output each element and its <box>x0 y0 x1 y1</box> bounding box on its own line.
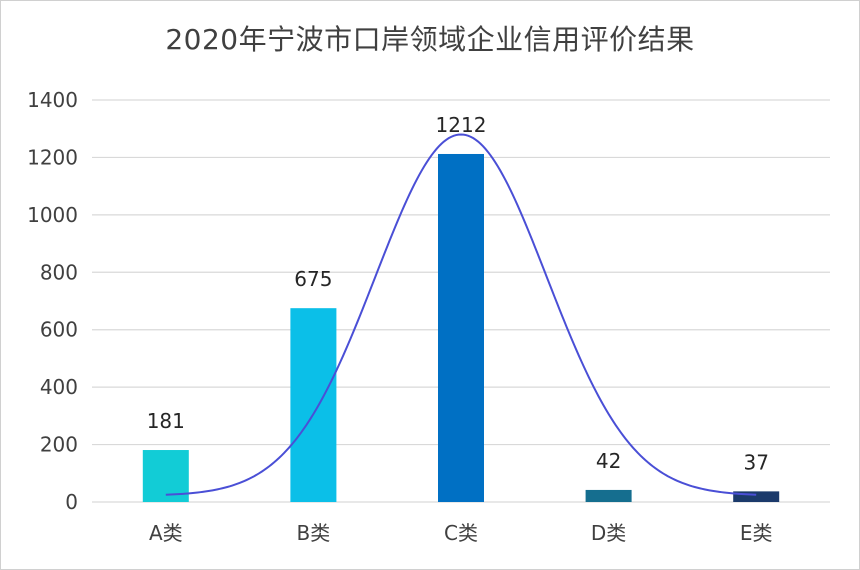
bar-2 <box>290 308 337 502</box>
y-tick-label: 0 <box>65 490 78 514</box>
y-tick-label: 800 <box>40 260 78 284</box>
chart-title: 2020年宁波市口岸领域企业信用评价结果 <box>165 23 695 56</box>
overlay-curve <box>165 133 757 496</box>
x-category-label: D类 <box>591 521 626 545</box>
y-tick-label: 1000 <box>27 203 78 227</box>
data-label-2: 675 <box>294 267 332 291</box>
data-label-5: 37 <box>743 450 768 474</box>
data-label-1: 181 <box>147 409 185 433</box>
bar-5 <box>733 491 780 502</box>
y-tick-label: 1200 <box>27 145 78 169</box>
data-label-4: 42 <box>596 449 621 473</box>
y-axis-ticks: 0 200 400 600 800 1000 1200 1400 <box>27 88 78 514</box>
y-tick-label: 400 <box>40 375 78 399</box>
bars <box>142 153 780 503</box>
x-category-label: A类 <box>149 521 183 545</box>
x-axis-categories: A类 B类 C类 D类 E类 <box>149 521 773 545</box>
y-tick-label: 1400 <box>27 88 78 112</box>
data-labels: 181 675 1212 42 37 <box>147 113 769 474</box>
bar-3 <box>438 153 484 503</box>
bar-4 <box>585 489 632 502</box>
y-tick-label: 600 <box>40 318 78 342</box>
data-label-3: 1212 <box>436 113 487 137</box>
x-category-label: C类 <box>444 521 478 545</box>
y-tick-label: 200 <box>40 433 78 457</box>
x-category-label: E类 <box>740 521 773 545</box>
overlay-curve-group <box>165 133 757 496</box>
x-category-label: B类 <box>297 521 331 545</box>
